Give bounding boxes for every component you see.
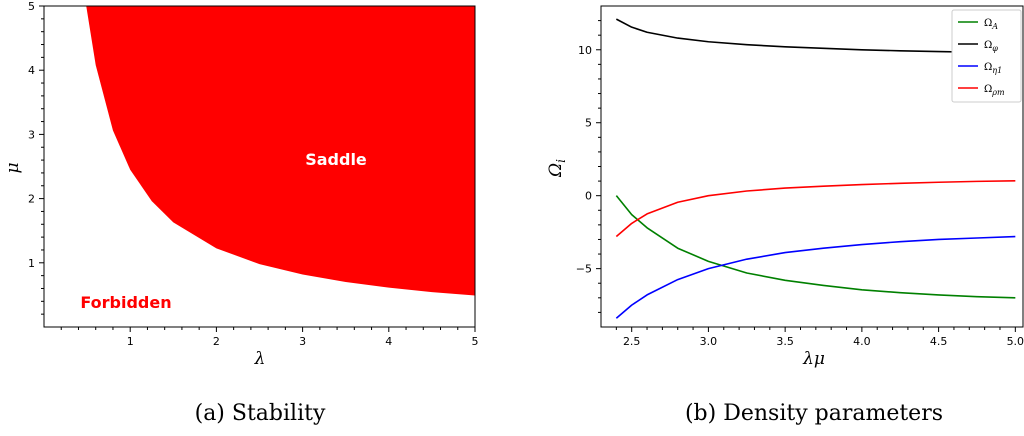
saddle-region [86,6,475,296]
series-line-3 [615,179,1016,238]
density-y-axis-label: Ωi [546,159,568,178]
legend-entry: Ωρm [984,84,1005,97]
stability-axes-frame [43,5,476,328]
x-tick-label: 2 [213,335,220,348]
y-tick-label: 5 [28,0,35,13]
series-line-2 [615,235,1016,319]
density-y-ticks: −5 0 5 10 [576,20,601,313]
x-tick-label: 3 [299,335,306,348]
x-tick-label: 3.5 [776,335,794,348]
stability-y-ticks: 1 2 3 4 5 [28,0,44,315]
y-tick-label: 0 [585,190,592,203]
density-lines [615,18,1016,319]
density-x-axis-label: λμ [802,349,825,369]
x-tick-label: 4.0 [853,335,871,348]
y-tick-label: −5 [576,263,592,276]
legend-box [951,9,1022,103]
stability-plot-area [86,6,475,296]
density-caption: (b) Density parameters [685,401,943,426]
series-line-1 [615,18,1016,54]
y-tick-label: 3 [28,128,35,141]
series-line-0 [615,195,1016,299]
stability-x-ticks: 1 2 3 4 5 [60,327,479,348]
legend-entry: Ωφ [984,40,998,53]
y-tick-label: 5 [585,117,592,130]
stability-x-axis-label: λ [254,349,266,369]
stability-panel: 1 2 3 4 5 1 2 3 4 5 λ μ Saddle Forbidden (a) Sta… [3,0,479,426]
region-label-forbidden: Forbidden [80,293,171,312]
y-tick-label: 10 [578,44,592,57]
x-tick-label: 5.0 [1007,335,1024,348]
x-tick-label: 5 [472,335,479,348]
svg-text:Ωi: Ωi [546,159,568,178]
x-tick-label: 2.5 [623,335,641,348]
x-tick-label: 3.0 [700,335,718,348]
x-tick-label: 1 [127,335,134,348]
y-tick-label: 2 [28,193,35,206]
x-tick-label: 4 [385,335,392,348]
stability-y-axis-label: μ [3,162,23,173]
y-tick-label: 4 [28,64,35,77]
legend-entry: ΩA [984,18,998,31]
stability-caption: (a) Stability [195,401,326,426]
legend-entry: Ωη1 [984,62,1002,75]
region-label-saddle: Saddle [305,150,367,169]
density-legend: ΩA Ωφ Ωη1 Ωρm [951,9,1022,103]
x-tick-label: 4.5 [930,335,948,348]
density-x-ticks: 2.5 3.0 3.5 4.0 4.5 5.0 [615,327,1024,348]
y-tick-label: 1 [28,257,35,270]
